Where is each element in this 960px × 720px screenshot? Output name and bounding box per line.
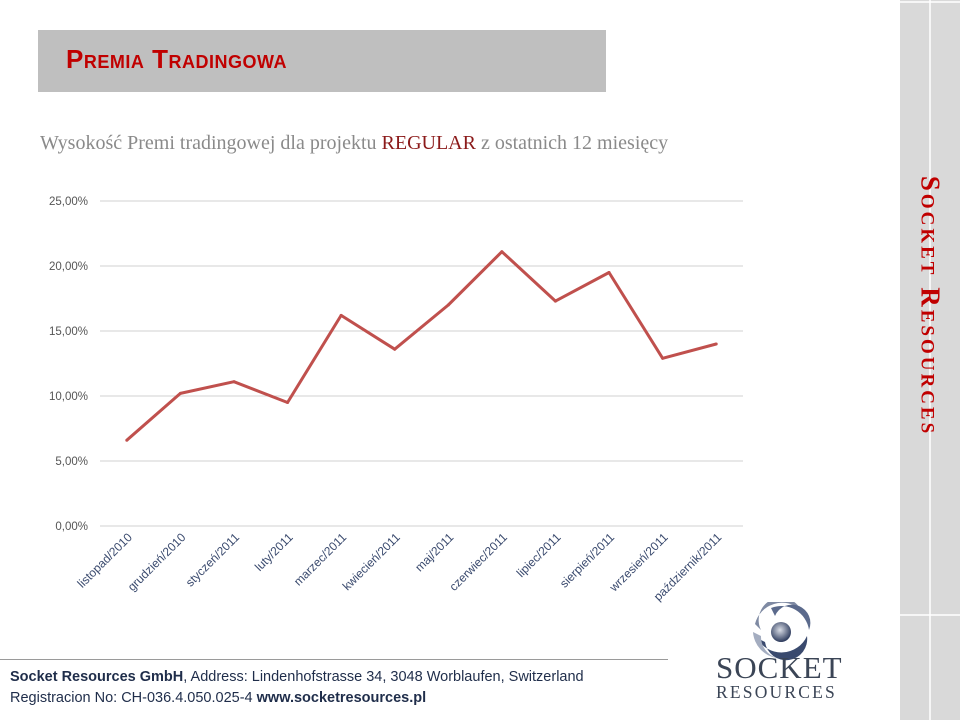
x-tick-label: czerwiec/2011 bbox=[446, 530, 510, 594]
footer-divider bbox=[0, 659, 668, 660]
series-line bbox=[125, 250, 717, 442]
right-side-band bbox=[900, 0, 960, 720]
footer-address-line: Socket Resources GmbH, Address: Lindenho… bbox=[10, 669, 584, 685]
band-grid-lines bbox=[900, 0, 960, 720]
subtitle-text-before: Wysokość Premi tradingowej dla projektu bbox=[40, 132, 382, 154]
y-tick-label: 15,00% bbox=[49, 326, 88, 338]
y-tick-label: 5,00% bbox=[55, 456, 88, 468]
data-point bbox=[178, 391, 182, 395]
footer-registration-line: Registracion No: CH-036.4.050.025-4 www.… bbox=[10, 690, 426, 706]
footer-company: Socket Resources GmbH bbox=[10, 669, 184, 685]
data-point bbox=[714, 342, 718, 346]
data-point bbox=[553, 299, 557, 303]
x-tick-label: grudzień/2010 bbox=[125, 530, 189, 594]
data-point bbox=[661, 356, 665, 360]
chart-gridlines bbox=[100, 200, 743, 527]
data-point bbox=[286, 401, 290, 404]
x-tick-label: lipiec/2011 bbox=[514, 530, 564, 580]
data-point bbox=[393, 347, 397, 351]
x-tick-label: kwiecień/2011 bbox=[340, 530, 403, 593]
logo-word-resources: RESOURCES bbox=[716, 682, 837, 702]
data-point bbox=[339, 313, 343, 317]
title-box: Premia Tradingowa bbox=[38, 30, 606, 92]
subtitle-highlight: REGULAR bbox=[381, 132, 476, 154]
chart-subtitle: Wysokość Premi tradingowej dla projektu … bbox=[40, 132, 668, 155]
data-point bbox=[500, 250, 504, 254]
data-point bbox=[232, 380, 236, 384]
line-chart: 0,00% 5,00% 10,00% 15,00% 20,00% 25,00% listo… bbox=[49, 196, 743, 604]
footer-registration: Registracion No: CH-036.4.050.025-4 bbox=[10, 690, 257, 706]
x-tick-label: styczeń/2011 bbox=[183, 530, 243, 590]
page-title: Premia Tradingowa bbox=[66, 44, 287, 74]
y-tick-label: 20,00% bbox=[49, 261, 88, 273]
data-point bbox=[125, 438, 129, 442]
subtitle-text-after: z ostatnich 12 miesięcy bbox=[475, 132, 669, 154]
logo-word-socket: SOCKET bbox=[716, 650, 843, 685]
y-tick-label: 25,00% bbox=[49, 196, 88, 208]
vertical-brand-text: Socket Resources bbox=[915, 175, 946, 437]
y-tick-label: 10,00% bbox=[49, 391, 88, 403]
footer-address: , Address: Lindenhofstrasse 34, 3048 Wor… bbox=[183, 669, 584, 685]
data-point bbox=[607, 271, 611, 274]
y-tick-label: 0,00% bbox=[55, 521, 88, 533]
x-tick-label: marzec/2011 bbox=[291, 530, 350, 589]
plot-area bbox=[125, 250, 718, 442]
data-point bbox=[446, 303, 450, 307]
footer-website[interactable]: www.socketresources.pl bbox=[256, 690, 427, 706]
x-tick-label: maj/2011 bbox=[412, 530, 456, 574]
socket-resources-logo bbox=[753, 602, 811, 661]
x-tick-label: luty/2011 bbox=[252, 530, 296, 574]
y-axis-labels: 0,00% 5,00% 10,00% 15,00% 20,00% 25,00% bbox=[49, 196, 88, 533]
